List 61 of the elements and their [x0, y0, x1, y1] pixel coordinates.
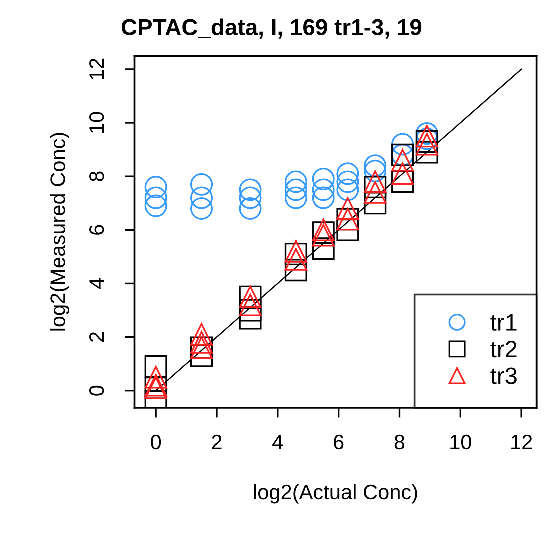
legend-label: tr1: [490, 314, 517, 331]
point: [416, 141, 438, 164]
legend-label: tr3: [490, 368, 517, 384]
point: [239, 299, 262, 322]
point: [239, 197, 262, 220]
point: [364, 160, 387, 182]
point: [392, 162, 414, 186]
chart-title: CPTAC_data, I, 169 tr1-3, 19: [122, 18, 422, 39]
point: [312, 178, 335, 202]
point: [284, 186, 308, 210]
x-tick-label: 2: [212, 434, 222, 450]
point: [364, 192, 387, 215]
x-tick-label: 6: [334, 434, 344, 450]
point: [190, 323, 214, 346]
point: [284, 178, 308, 202]
y-tick-label: 4: [90, 278, 104, 290]
x-tick-label: 12: [512, 434, 532, 450]
x-axis-title: log2(Actual Conc): [254, 484, 418, 504]
point: [284, 170, 308, 194]
x-tick-label: 0: [151, 434, 162, 450]
point: [190, 331, 214, 354]
point: [392, 133, 414, 156]
point: [190, 197, 214, 220]
legend-label: tr2: [490, 340, 517, 358]
point: [284, 248, 308, 271]
y-tick-label: 12: [89, 58, 104, 80]
y-tick-label: 0: [89, 386, 104, 396]
y-tick-label: 8: [89, 172, 104, 182]
point: [364, 154, 387, 178]
point: [392, 149, 414, 172]
x-tick-label: 10: [450, 434, 472, 450]
point: [336, 170, 360, 194]
point: [312, 168, 335, 191]
point: [312, 238, 335, 260]
y-tick-label: 6: [89, 225, 104, 235]
point: [336, 178, 360, 202]
x-tick-label: 4: [272, 435, 284, 450]
point: [144, 176, 168, 199]
point: [284, 259, 308, 282]
point: [336, 162, 360, 186]
point: [190, 173, 214, 196]
y-tick-label: 10: [89, 112, 104, 134]
point: [312, 186, 335, 210]
y-axis-title: log2(Measured Conc): [50, 133, 70, 331]
point: [190, 186, 214, 210]
point: [239, 186, 262, 210]
point: [364, 176, 387, 199]
point: [239, 294, 262, 316]
point: [144, 194, 168, 218]
point: [144, 366, 168, 389]
point: [336, 218, 360, 242]
point: [336, 197, 360, 220]
y-tick-label: 2: [89, 332, 104, 342]
point: [144, 355, 168, 378]
point: [364, 181, 387, 204]
point: [364, 170, 387, 194]
point: [239, 307, 262, 330]
x-tick-label: 8: [394, 434, 405, 450]
point: [144, 186, 168, 210]
point: [239, 178, 262, 202]
point: [392, 170, 414, 194]
